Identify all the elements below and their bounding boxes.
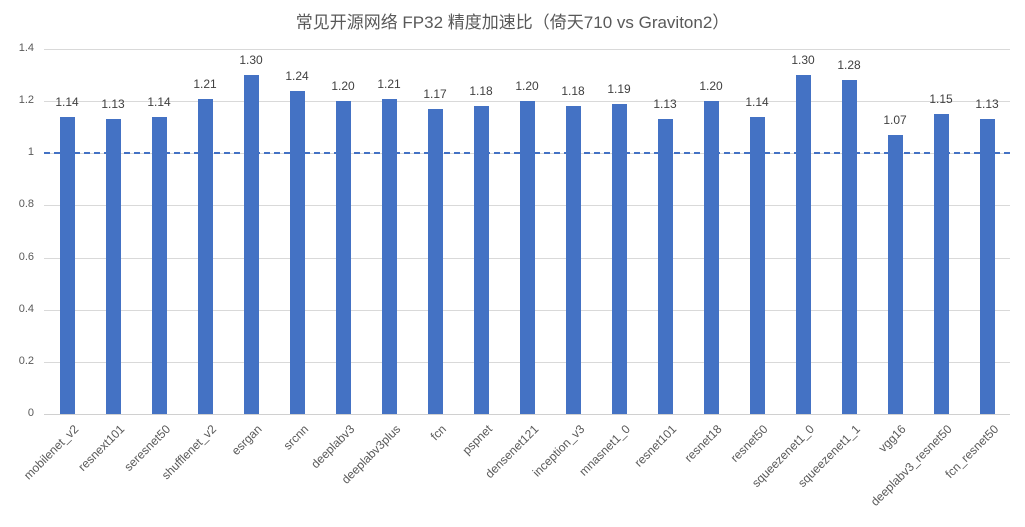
bar-inception_v3 xyxy=(565,106,581,414)
data-label: 1.21 xyxy=(193,76,217,91)
x-tick-label: resnext101 xyxy=(75,422,128,474)
x-tick-label: resnet50 xyxy=(727,422,771,465)
data-label: 1.24 xyxy=(285,68,309,83)
bar-densenet121 xyxy=(519,101,535,414)
bar-resnet50 xyxy=(749,116,765,414)
x-tick-label: deeplabv3_resnet50 xyxy=(867,422,955,509)
bar-fcn xyxy=(427,108,443,414)
data-label: 1.07 xyxy=(883,113,907,128)
data-label: 1.13 xyxy=(653,97,677,112)
bar-pspnet xyxy=(473,106,489,414)
bar-resnet18 xyxy=(703,101,719,414)
data-label: 1.18 xyxy=(561,84,585,99)
y-tick-label: 0 xyxy=(27,407,34,419)
data-label: 1.20 xyxy=(515,79,539,94)
bar-srcnn xyxy=(289,90,305,414)
x-tick-label: esrgan xyxy=(228,422,265,458)
x-tick-label: srcnn xyxy=(280,422,312,453)
y-tick-label: 0.6 xyxy=(18,250,34,263)
bar-squeezenet1_1 xyxy=(841,80,857,414)
y-tick-label: 1.4 xyxy=(18,42,34,54)
bar-vgg16 xyxy=(887,135,903,414)
data-label: 1.14 xyxy=(55,94,79,109)
bar-mnasnet1_0 xyxy=(611,103,627,414)
data-label: 1.30 xyxy=(239,53,263,68)
data-label: 1.15 xyxy=(929,92,953,107)
data-label: 1.14 xyxy=(745,94,769,109)
data-label: 1.18 xyxy=(469,84,493,99)
x-tick-label: resnet101 xyxy=(631,422,680,470)
bar-squeezenet1_0 xyxy=(795,75,811,414)
data-label: 1.14 xyxy=(147,94,171,109)
data-label: 1.21 xyxy=(377,76,401,91)
data-label: 1.19 xyxy=(607,81,631,96)
data-label: 1.13 xyxy=(101,97,125,112)
x-tick-label: resnet18 xyxy=(681,422,725,465)
bar-deeplabv3 xyxy=(335,101,351,414)
bar-mobilenet_v2 xyxy=(59,116,75,414)
data-label: 1.13 xyxy=(975,97,999,112)
bar-seresnet50 xyxy=(151,116,167,414)
bar-deeplabv3plus xyxy=(381,98,397,414)
data-label: 1.30 xyxy=(791,53,815,68)
gridline xyxy=(44,49,1010,50)
bar-shufflenet_v2 xyxy=(197,98,213,414)
data-label: 1.20 xyxy=(699,79,723,94)
bar-resnext101 xyxy=(105,119,121,414)
y-tick-label: 0.8 xyxy=(18,198,34,211)
data-label: 1.28 xyxy=(837,58,861,73)
y-tick-label: 1 xyxy=(27,146,34,159)
x-tick-label: pspnet xyxy=(459,422,495,458)
bar-deeplabv3_resnet50 xyxy=(933,114,949,414)
y-tick-label: 0.2 xyxy=(18,354,34,367)
x-axis-line xyxy=(44,414,1010,415)
data-label: 1.20 xyxy=(331,79,355,94)
y-tick-label: 0.4 xyxy=(18,302,34,315)
chart-title: 常见开源网络 FP32 精度加速比（倚天710 vs Graviton2） xyxy=(295,13,730,32)
x-tick-label: vgg16 xyxy=(875,422,909,456)
bar-esrgan xyxy=(243,75,259,414)
bar-resnet101 xyxy=(657,119,673,414)
bar-fcn_resnet50 xyxy=(979,119,995,414)
x-tick-label: fcn xyxy=(427,422,449,444)
x-tick-label: mobilenet_v2 xyxy=(20,422,82,483)
y-tick-label: 1.2 xyxy=(18,94,34,107)
data-label: 1.17 xyxy=(423,86,447,101)
